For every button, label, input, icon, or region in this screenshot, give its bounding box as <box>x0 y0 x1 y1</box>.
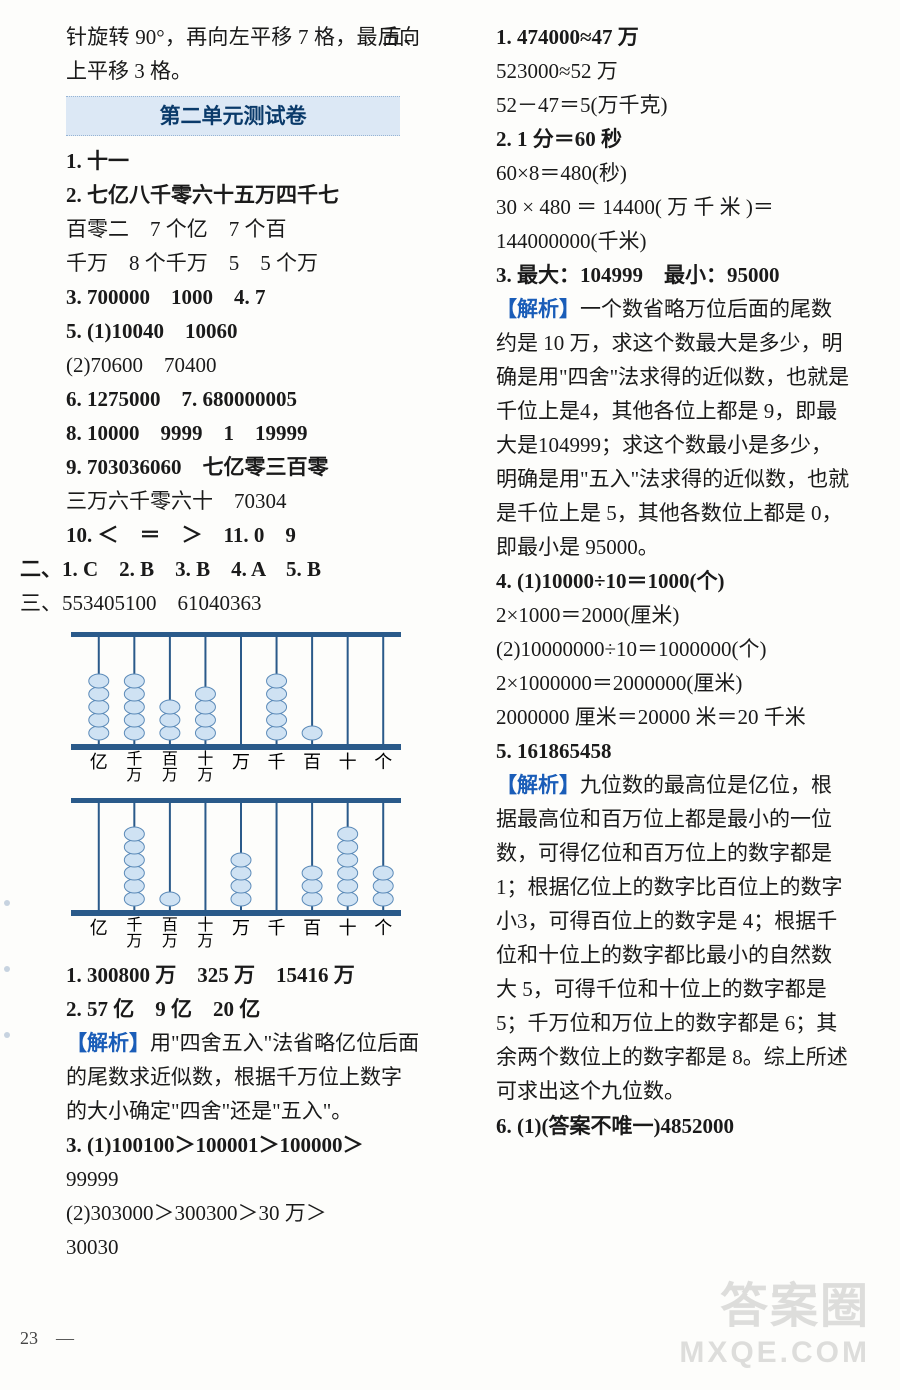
page-container: 针旋转 90°，再向左平移 7 格，最后向上平移 3 格。 第二单元测试卷 一、… <box>0 0 900 1284</box>
watermark-top: 答案圈 <box>679 1266 870 1336</box>
page-number: 23 — <box>20 1324 74 1350</box>
svg-text:万: 万 <box>232 918 250 938</box>
svg-text:十: 十 <box>197 916 213 934</box>
section-3: 三、553405100 61040363 <box>20 586 420 620</box>
item-1-9b: 三万六千零六十 70304 <box>20 484 420 518</box>
svg-text:万: 万 <box>162 767 178 784</box>
svg-text:千: 千 <box>268 918 286 938</box>
svg-text:万: 万 <box>232 752 250 772</box>
svg-text:亿: 亿 <box>90 752 108 772</box>
section-1-head: 一、 <box>20 144 66 178</box>
item-4-analysis: 解析用"四舍五入"法省略亿位后面的尾数求近似数，根据千万位上数字的大小确定"四舍… <box>20 1026 420 1128</box>
svg-text:千: 千 <box>126 750 142 768</box>
section-4-row: 四、1. 300800 万 325 万 15416 万 <box>88 958 420 992</box>
svg-text:万: 万 <box>197 767 213 784</box>
watermark-bottom: MXQE.COM <box>679 1336 870 1370</box>
item-1-2a: 2. 七亿八千零六十五万四千七 <box>20 178 420 212</box>
item-5-4b: 2×1000＝2000(厘米) <box>450 598 850 632</box>
watermark: 答案圈 MXQE.COM <box>679 1266 870 1370</box>
section-2: 二、1. C 2. B 3. B 4. A 5. B <box>20 552 420 586</box>
analysis-label: 解析 <box>496 297 580 321</box>
svg-text:亿: 亿 <box>90 918 108 938</box>
item-4-2: 2. 57 亿 9 亿 20 亿 <box>20 992 420 1026</box>
abacus-2-svg: 亿千万百万十万万千百十个 <box>66 792 406 952</box>
item-5-an5-text: 九位数的最高位是亿位，根据最高位和百万位上都是最小的一位数，可得亿位和百万位上的… <box>496 773 848 1103</box>
section-1-row: 一、1. 十一 <box>88 144 420 178</box>
unit-title: 第二单元测试卷 <box>66 96 400 136</box>
svg-text:十: 十 <box>197 750 213 768</box>
item-1-1: 1. 十一 <box>66 149 129 173</box>
item-5-2c: 30 × 480 ＝ 14400( 万 千 米 )＝ <box>450 190 850 224</box>
item-5-4a: 4. (1)10000÷10＝1000(个) <box>450 564 850 598</box>
item-5-4c: (2)10000000÷10＝1000000(个) <box>450 632 850 666</box>
item-5-an5: 解析九位数的最高位是亿位，根据最高位和百万位上都是最小的一位数，可得亿位和百万位… <box>450 768 850 1108</box>
item-5-3: 3. 最大：104999 最小：95000 <box>450 258 850 292</box>
item-4-1: 1. 300800 万 325 万 15416 万 <box>66 963 355 987</box>
svg-text:万: 万 <box>126 933 142 950</box>
svg-text:个: 个 <box>374 918 392 938</box>
svg-text:万: 万 <box>162 933 178 950</box>
analysis-label: 解析 <box>66 1031 150 1055</box>
right-column: 五、1. 474000≈47 万 523000≈52 万 52－47＝5(万千克… <box>450 20 850 1264</box>
svg-text:万: 万 <box>126 767 142 784</box>
svg-text:十: 十 <box>339 752 357 772</box>
item-5-an3-text: 一个数省略万位后面的尾数约是 10 万，求这个数最大是多少，明确是用"四舍"法求… <box>496 297 849 559</box>
section-4-head: 四、 <box>20 958 66 992</box>
left-column: 针旋转 90°，再向左平移 7 格，最后向上平移 3 格。 第二单元测试卷 一、… <box>20 20 420 1264</box>
section-5-head: 五、 <box>450 20 496 54</box>
item-4-3a: 3. (1)100100＞100001＞100000＞ <box>20 1128 420 1162</box>
item-5-an3: 解析一个数省略万位后面的尾数约是 10 万，求这个数最大是多少，明确是用"四舍"… <box>450 292 850 564</box>
item-4-3d: 30030 <box>20 1230 420 1264</box>
item-1-9a: 9. 703036060 七亿零三百零 <box>20 450 420 484</box>
svg-text:千: 千 <box>268 752 286 772</box>
item-1-2c: 千万 8 个千万 5 5 个万 <box>20 246 420 280</box>
analysis-label: 解析 <box>496 773 580 797</box>
section-5-row: 五、1. 474000≈47 万 <box>518 20 850 54</box>
item-5-2b: 60×8＝480(秒) <box>450 156 850 190</box>
svg-text:百: 百 <box>303 752 321 772</box>
svg-text:十: 十 <box>339 918 357 938</box>
item-5-6: 6. (1)(答案不唯一)4852000 <box>450 1109 850 1143</box>
item-1-5a: 5. (1)10040 10060 <box>20 314 420 348</box>
item-5-2a: 2. 1 分＝60 秒 <box>450 122 850 156</box>
item-5-4e: 2000000 厘米＝20000 米＝20 千米 <box>450 700 850 734</box>
margin-dots <box>4 900 14 1050</box>
item-5-2d: 144000000(千米) <box>450 224 850 258</box>
svg-text:个: 个 <box>374 752 392 772</box>
abacus-1: 亿千万百万十万万千百十个 <box>66 626 406 786</box>
item-5-1b: 523000≈52 万 <box>450 54 850 88</box>
item-5-1a: 1. 474000≈47 万 <box>496 25 639 49</box>
item-1-6: 6. 1275000 7. 680000005 <box>20 382 420 416</box>
continuation-text: 针旋转 90°，再向左平移 7 格，最后向上平移 3 格。 <box>20 20 420 88</box>
svg-text:百: 百 <box>303 918 321 938</box>
item-5-4d: 2×1000000＝2000000(厘米) <box>450 666 850 700</box>
item-5-5: 5. 161865458 <box>450 734 850 768</box>
item-5-1c: 52－47＝5(万千克) <box>450 88 850 122</box>
svg-text:万: 万 <box>197 933 213 950</box>
item-1-2b: 百零二 7 个亿 7 个百 <box>20 212 420 246</box>
item-4-3b: 99999 <box>20 1162 420 1196</box>
svg-text:百: 百 <box>162 751 178 768</box>
svg-text:千: 千 <box>126 916 142 934</box>
item-1-8: 8. 10000 9999 1 19999 <box>20 416 420 450</box>
item-1-10: 10. ＜ ＝ ＞ 11. 0 9 <box>20 518 420 552</box>
item-1-5b: (2)70600 70400 <box>20 348 420 382</box>
item-4-3c: (2)303000＞300300＞30 万＞ <box>20 1196 420 1230</box>
abacus-1-svg: 亿千万百万十万万千百十个 <box>66 626 406 786</box>
item-1-3: 3. 700000 1000 4. 7 <box>20 280 420 314</box>
abacus-2: 亿千万百万十万万千百十个 <box>66 792 406 952</box>
svg-text:百: 百 <box>162 917 178 934</box>
